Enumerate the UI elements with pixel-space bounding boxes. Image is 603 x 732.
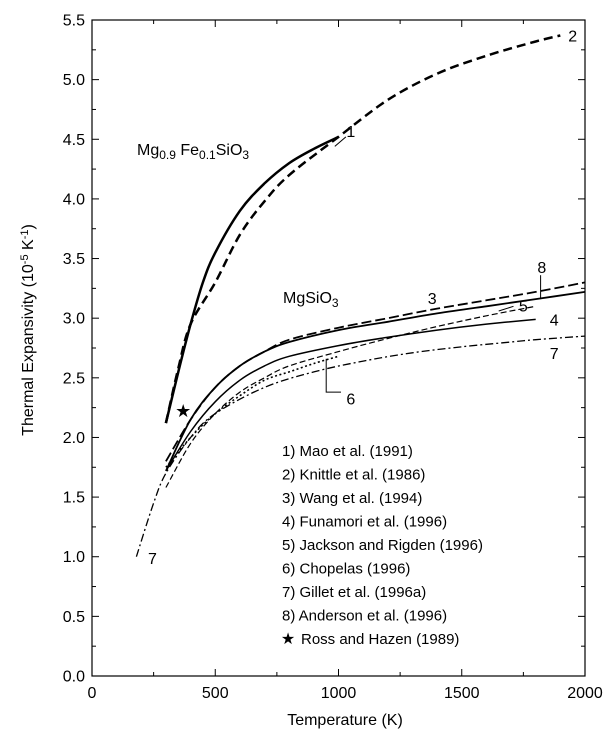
curve-label: 5 [519,298,528,315]
series-line-8 [165,291,586,472]
x-tick-label: 1000 [321,685,357,702]
curve-label: 6 [346,391,355,408]
legend: 1) Mao et al. (1991) 2) Knittle et al. (1… [281,443,483,648]
series-line-2 [164,34,561,424]
y-tick-label: 1.0 [63,549,85,566]
y-tick-label: 4.0 [63,191,85,208]
curve-label: 7 [148,551,157,568]
plot-frame [91,19,586,677]
legend-entry: 4) Funamori et al. (1996) [282,514,447,531]
leader-line [334,136,347,147]
curve-label: 8 [537,260,546,277]
curve-label: 2 [568,29,577,46]
x-tick-label: 0 [88,685,97,702]
legend-entry: 8) Anderson et al. (1996) [282,608,447,625]
y-tick-label: 4.5 [63,132,85,149]
x-axis-label: Temperature (K) [287,712,403,729]
curve-label: 4 [550,313,559,330]
legend-entry: 1) Mao et al. (1991) [282,443,413,460]
legend-entry-star: Ross and Hazen (1989) [301,631,459,648]
y-axis-label: Thermal Expansivity (10-5 K-1) [19,224,37,436]
x-tick-label: 500 [202,685,229,702]
y-tick-label: 5.0 [63,72,85,89]
series-line-4 [165,318,536,472]
legend-entry: 5) Jackson and Rigden (1996) [282,537,483,554]
axis-ticks: 0 500 1000 1500 2000 0.0 0.5 1.0 1.5 2.0 2.5 3.0 3.5… [63,13,603,703]
legend-entry: 3) Wang et al. (1994) [282,490,422,507]
x-tick-label: 2000 [567,685,603,702]
y-tick-label: 3.0 [63,311,85,328]
series-line-7 [135,335,586,557]
y-tick-label: 0.0 [63,669,85,686]
series-layer [135,34,586,557]
leader-line [498,305,514,312]
legend-entry: 2) Knittle et al. (1986) [282,467,425,484]
compound-label-fe: Mg0.9 Fe0.1SiO3 [137,142,249,162]
legend-star-icon: ★ [281,629,295,648]
series-line-1 [164,135,340,424]
leader-line [325,358,341,393]
y-tick-label: 2.5 [63,370,85,387]
curve-label: 7 [550,346,559,363]
compound-label-mg: MgSiO3 [283,290,339,310]
star-marker: ★ [175,401,191,422]
x-tick-label: 1500 [444,685,480,702]
series-line-5 [165,305,536,488]
y-tick-label: 3.5 [63,251,85,268]
y-tick-label: 5.5 [63,13,85,30]
legend-entry: 7) Gillet et al. (1996a) [282,584,426,601]
legend-entry: 6) Chopelas (1996) [282,561,410,578]
annotation-layer: ★ 1 2 3 4 5 6 7 7 8 [148,29,577,568]
curve-label: 1 [346,124,355,141]
y-tick-label: 2.0 [63,430,85,447]
y-tick-label: 0.5 [63,609,85,626]
curve-label: 3 [428,291,437,308]
y-tick-label: 1.5 [63,490,85,507]
